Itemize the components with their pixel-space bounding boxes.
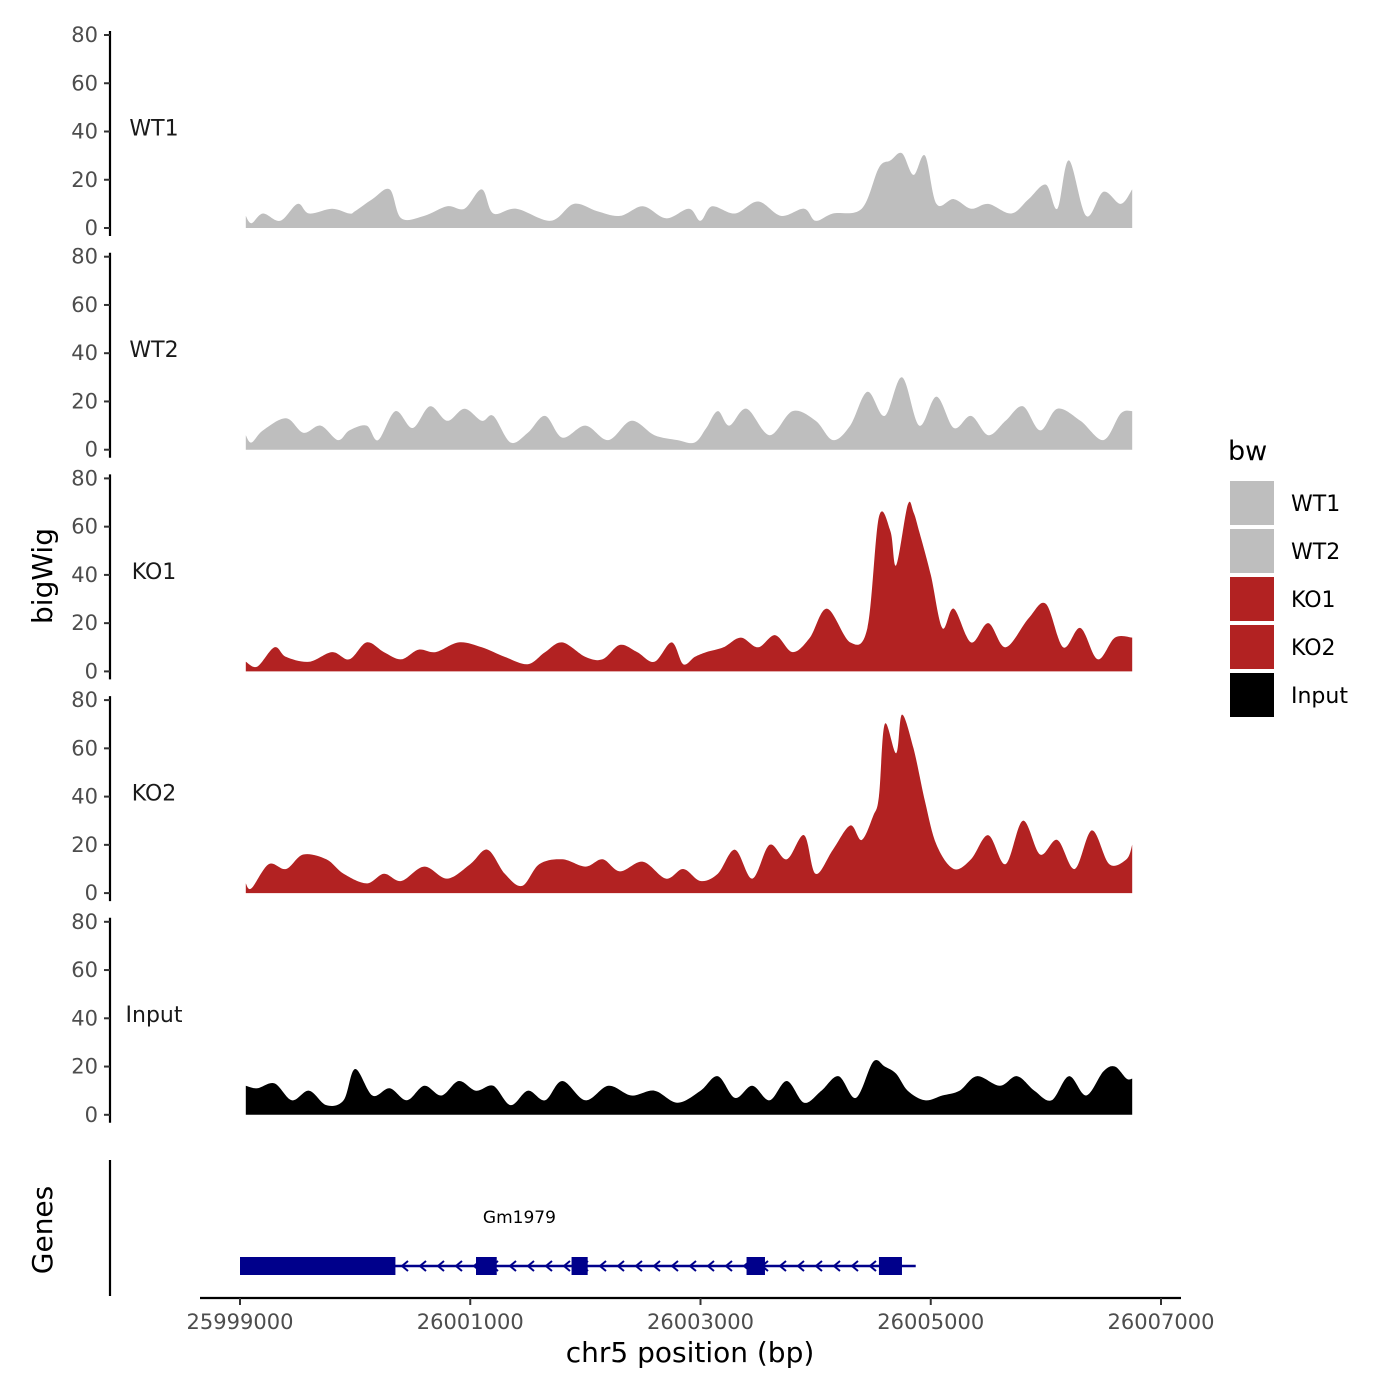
strand-arrow (796, 1260, 805, 1272)
y-axis-title: bigWig (26, 528, 59, 624)
legend-title: bw (1228, 436, 1267, 467)
y-tick-label: 40 (71, 563, 98, 587)
strand-arrow (454, 1260, 463, 1272)
y-tick-label: 80 (71, 23, 98, 47)
strand-arrow (544, 1260, 553, 1272)
strand-arrow (706, 1260, 715, 1272)
y-tick-label: 20 (71, 168, 98, 192)
y-tick-label: 40 (71, 341, 98, 365)
gene-exon (240, 1257, 396, 1275)
y-tick-label: 20 (71, 1055, 98, 1079)
y-tick-label: 60 (71, 958, 98, 982)
strand-arrow (778, 1260, 787, 1272)
y-tick-label: 40 (71, 1006, 98, 1030)
signal-tracks: 0 20 40 60 80 WT1 0 20 40 60 80 WT2 0 20 40 60 80 KO1 0 20 4… (71, 23, 1133, 1127)
area-ko1 (245, 501, 1133, 672)
strand-arrow (868, 1260, 877, 1272)
legend-label-input: Input (1291, 684, 1348, 709)
track-wt1: 0 20 40 60 80 WT1 (71, 23, 1133, 240)
y-tick-label: 0 (85, 659, 98, 683)
y-tick-label: 80 (71, 688, 98, 712)
x-tick-label: 26007000 (1108, 1310, 1215, 1334)
track-label: Input (126, 1003, 183, 1028)
track-input: 0 20 40 60 80 Input (71, 910, 1133, 1127)
strand-arrow (418, 1260, 427, 1272)
y-tick-label: 40 (71, 785, 98, 809)
area-wt1 (245, 152, 1133, 228)
gene-exon (746, 1257, 765, 1275)
gene-label: Gm1979 (483, 1208, 556, 1228)
strand-arrow (832, 1260, 841, 1272)
strand-arrow (616, 1260, 625, 1272)
y-tick-label: 80 (71, 466, 98, 490)
track-label: KO1 (132, 560, 177, 585)
track-ko1: 0 20 40 60 80 KO1 (71, 466, 1133, 683)
track-label: WT2 (129, 338, 178, 363)
y-tick-label: 20 (71, 611, 98, 635)
legend-key-input (1230, 673, 1274, 717)
gene-exon (878, 1257, 902, 1275)
strand-arrow (850, 1260, 859, 1272)
y-tick-label: 40 (71, 120, 98, 144)
y-tick-label: 60 (71, 293, 98, 317)
track-label: WT1 (129, 116, 178, 141)
x-tick-label: 25999000 (187, 1310, 294, 1334)
track-wt2: 0 20 40 60 80 WT2 (71, 245, 1133, 462)
legend-label-ko2: KO2 (1291, 636, 1336, 661)
track-ko2: 0 20 40 60 80 KO2 (71, 688, 1133, 905)
strand-arrow (670, 1260, 679, 1272)
area-ko2 (245, 714, 1133, 894)
legend: bw WT1 WT2 KO1 KO2 Input (1228, 436, 1348, 717)
legend-label-ko1: KO1 (1291, 588, 1336, 613)
legend-label-wt2: WT2 (1291, 540, 1340, 565)
legend-key-wt1 (1230, 481, 1274, 525)
strand-arrow (562, 1260, 571, 1272)
y-tick-label: 0 (85, 881, 98, 905)
y-tick-label: 80 (71, 245, 98, 269)
legend-key-ko1 (1230, 577, 1274, 621)
y-tick-label: 0 (85, 1103, 98, 1127)
genes-track: Gm1979 (108, 1160, 916, 1296)
gene-exon (571, 1257, 588, 1275)
strand-arrow (688, 1260, 697, 1272)
area-wt2 (245, 377, 1133, 450)
y-tick-label: 60 (71, 71, 98, 95)
y-tick-label: 0 (85, 216, 98, 240)
strand-arrow (526, 1260, 535, 1272)
y-tick-label: 20 (71, 833, 98, 857)
strand-arrow (400, 1260, 409, 1272)
x-tick-label: 26003000 (647, 1310, 754, 1334)
x-axis-title: chr5 position (bp) (566, 1336, 815, 1369)
strand-arrow (814, 1260, 823, 1272)
legend-key-ko2 (1230, 625, 1274, 669)
gene-exon (476, 1257, 497, 1275)
y-tick-label: 60 (71, 736, 98, 760)
strand-arrow (436, 1260, 445, 1272)
y-tick-label: 60 (71, 515, 98, 539)
x-tick-label: 26005000 (877, 1310, 984, 1334)
strand-arrow (652, 1260, 661, 1272)
y-tick-label: 20 (71, 389, 98, 413)
legend-key-wt2 (1230, 529, 1274, 573)
strand-arrow (634, 1260, 643, 1272)
y-tick-label: 80 (71, 910, 98, 934)
y-tick-label: 0 (85, 438, 98, 462)
track-label: KO2 (132, 781, 177, 806)
legend-label-wt1: WT1 (1291, 492, 1340, 517)
x-tick-label: 26001000 (417, 1310, 524, 1334)
x-axis: 25999000 26001000 26003000 26005000 26007000 (187, 1296, 1215, 1334)
strand-arrow (508, 1260, 517, 1272)
area-input (245, 1059, 1133, 1115)
strand-arrow (598, 1260, 607, 1272)
genes-axis-title: Genes (26, 1186, 59, 1274)
strand-arrow (724, 1260, 733, 1272)
